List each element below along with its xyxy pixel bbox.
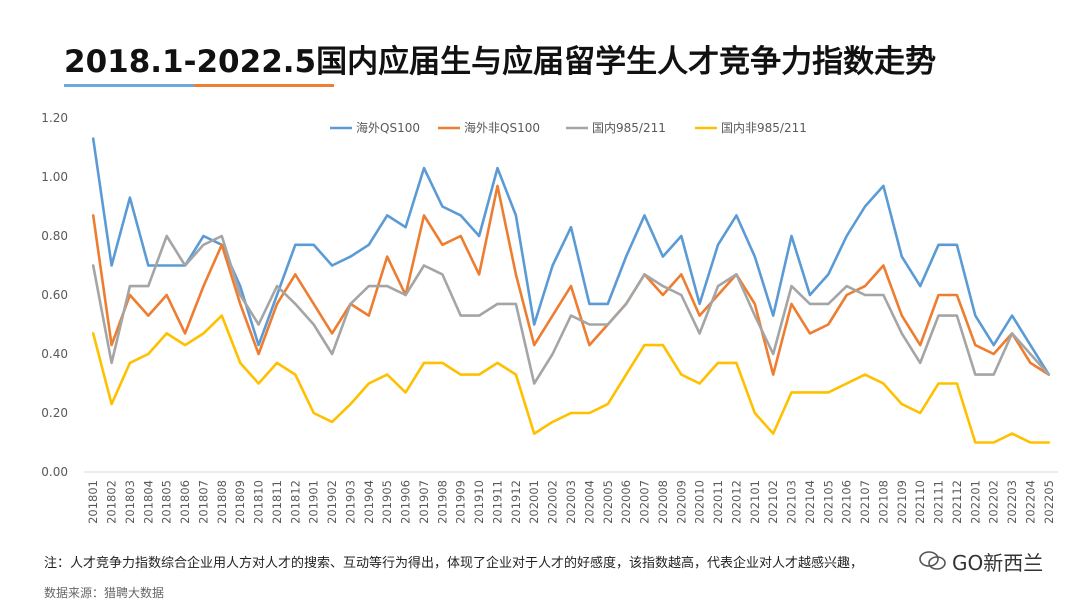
y-tick-label: 0.80 xyxy=(41,229,68,243)
x-tick-label: 201809 xyxy=(233,480,247,524)
x-tick-label: 201903 xyxy=(343,480,357,524)
x-tick-label: 201905 xyxy=(380,480,394,524)
x-tick-label: 202201 xyxy=(968,480,982,524)
y-tick-label: 0.60 xyxy=(41,288,68,302)
x-tick-label: 202011 xyxy=(711,480,725,524)
x-tick-label: 202205 xyxy=(1042,480,1056,524)
data-source: 数据来源：猎聘大数据 xyxy=(44,586,165,600)
y-tick-label: 0.00 xyxy=(41,465,68,479)
x-tick-label: 201807 xyxy=(196,480,210,524)
wechat-icon xyxy=(919,551,946,570)
legend-label: 海外QS100 xyxy=(356,120,420,135)
x-tick-label: 202010 xyxy=(693,480,707,524)
x-tick-label: 202008 xyxy=(656,480,670,524)
x-tick-label: 202106 xyxy=(840,480,854,524)
x-tick-label: 201907 xyxy=(417,480,431,524)
watermark-text: GO新西兰 xyxy=(952,550,1044,575)
y-tick-label: 1.20 xyxy=(41,111,68,125)
x-tick-label: 202107 xyxy=(858,480,872,524)
x-tick-label: 202204 xyxy=(1023,480,1037,524)
x-tick-label: 202102 xyxy=(766,480,780,524)
x-tick-label: 202006 xyxy=(619,480,633,524)
x-tick-label: 202105 xyxy=(821,480,835,524)
x-tick-label: 202202 xyxy=(987,480,1001,524)
x-tick-label: 202112 xyxy=(950,480,964,524)
watermark: GO新西兰 xyxy=(918,546,1044,576)
title-underline-blue xyxy=(64,84,194,87)
x-tick-label: 202110 xyxy=(913,480,927,524)
x-tick-label: 202101 xyxy=(748,480,762,524)
x-tick-label: 202009 xyxy=(674,480,688,524)
x-tick-label: 201901 xyxy=(307,480,321,524)
x-tick-label: 202203 xyxy=(1005,480,1019,524)
legend-label: 国内非985/211 xyxy=(721,121,807,135)
x-tick-label: 202108 xyxy=(876,480,890,524)
x-tick-label: 202012 xyxy=(729,480,743,524)
series-line-0 xyxy=(91,137,1051,376)
x-tick-label: 202005 xyxy=(601,480,615,524)
x-tick-label: 202103 xyxy=(785,480,799,524)
x-tick-label: 201911 xyxy=(490,480,504,524)
x-tick-label: 201808 xyxy=(215,480,229,524)
x-tick-label: 201912 xyxy=(509,480,523,524)
series-line-3 xyxy=(91,314,1051,444)
y-tick-label: 0.40 xyxy=(41,347,68,361)
x-tick-label: 201804 xyxy=(141,480,155,524)
x-tick-label: 201812 xyxy=(288,480,302,524)
series-line-1 xyxy=(91,184,1051,376)
y-tick-label: 0.20 xyxy=(41,406,68,420)
x-tick-label: 201802 xyxy=(105,480,119,524)
x-tick-label: 201810 xyxy=(252,480,266,524)
x-tick-label: 201910 xyxy=(472,480,486,524)
x-tick-label: 202002 xyxy=(546,480,560,524)
x-tick-label: 202007 xyxy=(638,480,652,524)
x-tick-label: 202111 xyxy=(932,480,946,524)
x-tick-label: 201811 xyxy=(270,480,284,524)
x-tick-label: 201908 xyxy=(435,480,449,524)
title-underline-orange xyxy=(194,84,334,87)
x-tick-label: 202109 xyxy=(895,480,909,524)
x-tick-label: 201801 xyxy=(86,480,100,524)
x-tick-label: 201902 xyxy=(325,480,339,524)
x-tick-label: 201909 xyxy=(454,480,468,524)
title-underline xyxy=(64,84,334,87)
x-tick-label: 202004 xyxy=(582,480,596,524)
x-tick-label: 202003 xyxy=(564,480,578,524)
x-tick-label: 202001 xyxy=(527,480,541,524)
page-title: 2018.1-2022.5国内应届生与应届留学生人才竞争力指数走势 xyxy=(64,44,937,80)
x-tick-label: 201805 xyxy=(160,480,174,524)
y-tick-label: 1.00 xyxy=(41,170,68,184)
legend-label: 海外非QS100 xyxy=(464,120,540,135)
x-tick-label: 202104 xyxy=(803,480,817,524)
x-tick-label: 201803 xyxy=(123,480,137,524)
series-line-2 xyxy=(91,234,1051,385)
legend-label: 国内985/211 xyxy=(592,121,666,135)
x-tick-label: 201906 xyxy=(399,480,413,524)
x-tick-label: 201806 xyxy=(178,480,192,524)
footnote: 注：人才竞争力指数综合企业用人方对人才的搜索、互动等行为得出，体现了企业对于人才… xyxy=(44,556,864,571)
x-tick-label: 201904 xyxy=(362,480,376,524)
